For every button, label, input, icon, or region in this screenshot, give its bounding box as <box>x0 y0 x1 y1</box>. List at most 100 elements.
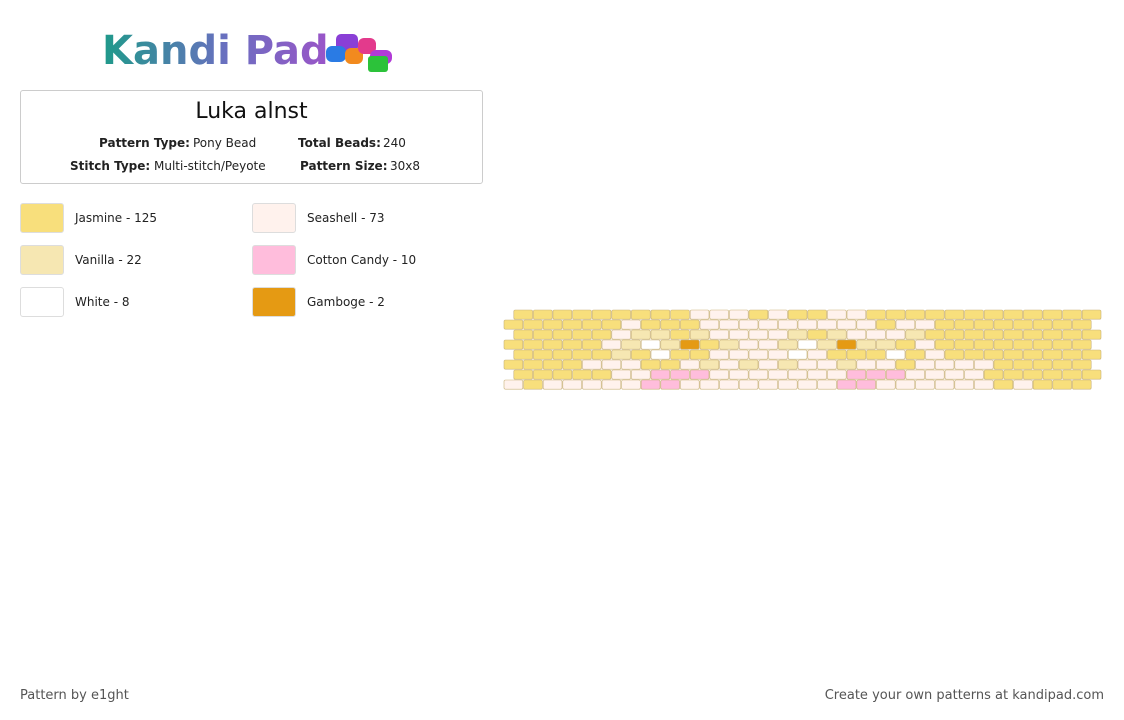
bead <box>552 369 573 380</box>
bead <box>640 379 661 390</box>
bead <box>748 329 769 340</box>
bead <box>964 349 984 360</box>
bead <box>660 319 680 330</box>
bead <box>836 339 857 350</box>
bead <box>523 379 543 390</box>
bead <box>778 319 798 330</box>
bead <box>709 309 729 320</box>
bead <box>1003 369 1023 380</box>
bead <box>934 379 955 390</box>
bead-pattern <box>503 309 1102 390</box>
bead <box>905 329 925 340</box>
bead <box>925 349 945 360</box>
bead <box>876 339 896 350</box>
bead <box>758 319 778 330</box>
bead <box>670 309 690 320</box>
bead <box>680 339 700 350</box>
bead <box>542 379 563 390</box>
bead <box>533 349 553 360</box>
bead <box>1042 369 1063 380</box>
bead <box>601 339 622 350</box>
bead <box>983 329 1004 340</box>
bead <box>885 369 906 380</box>
bead <box>856 359 876 370</box>
pattern-title: Luka alnst <box>195 99 308 124</box>
bead <box>719 359 739 370</box>
bead <box>1003 309 1023 320</box>
bead <box>974 379 994 390</box>
bead <box>533 309 553 320</box>
bead <box>1042 309 1063 320</box>
bead <box>993 319 1014 330</box>
bead <box>866 369 886 380</box>
bead <box>836 319 857 330</box>
bead <box>885 329 906 340</box>
bead <box>503 339 524 350</box>
bead <box>817 319 837 330</box>
swatch <box>20 287 64 317</box>
bead <box>885 309 906 320</box>
bead <box>503 359 524 370</box>
legend-label: Vanilla - 22 <box>75 253 142 267</box>
bead <box>974 359 994 370</box>
bead <box>944 329 965 340</box>
bead <box>778 379 798 390</box>
bead <box>856 379 876 390</box>
bead <box>660 359 680 370</box>
bead <box>1032 339 1053 350</box>
bead <box>621 339 641 350</box>
bead <box>591 329 612 340</box>
bead <box>905 369 925 380</box>
logo: Kandi Pad <box>102 28 392 74</box>
bead <box>631 309 651 320</box>
bead <box>1052 339 1072 350</box>
bead <box>983 349 1004 360</box>
bead <box>885 349 906 360</box>
footer-link[interactable]: Create your own patterns at kandipad.com <box>824 688 1104 703</box>
bead <box>1023 349 1043 360</box>
value: Pony Bead <box>193 136 257 150</box>
bead <box>699 319 720 330</box>
bead <box>709 349 729 360</box>
bead <box>582 359 602 370</box>
bead <box>866 329 886 340</box>
bead <box>748 349 769 360</box>
swatch <box>252 287 296 317</box>
bead <box>895 379 916 390</box>
bead <box>621 379 641 390</box>
bead <box>797 339 818 350</box>
bead <box>601 319 622 330</box>
bead <box>513 309 533 320</box>
bead <box>631 369 651 380</box>
bead <box>670 349 690 360</box>
swatch <box>20 203 64 233</box>
bead <box>954 359 974 370</box>
bead <box>709 369 729 380</box>
bead <box>807 329 827 340</box>
bead <box>542 359 563 370</box>
bead <box>925 369 945 380</box>
bead <box>680 379 700 390</box>
bead <box>1042 329 1063 340</box>
bead <box>1072 379 1092 390</box>
value: Multi-stitch/Peyote <box>154 159 266 173</box>
bead <box>503 379 524 390</box>
bead <box>748 309 769 320</box>
bead <box>1023 329 1043 340</box>
bead <box>719 319 739 330</box>
legend-label: Seashell - 73 <box>307 211 385 225</box>
bead <box>572 329 592 340</box>
bead <box>993 379 1014 390</box>
bead <box>640 319 661 330</box>
bead <box>1081 329 1102 340</box>
bead <box>689 329 710 340</box>
bead <box>778 339 798 350</box>
bead <box>787 309 808 320</box>
bead <box>572 309 592 320</box>
bead <box>836 359 857 370</box>
bead <box>905 309 925 320</box>
bead <box>1052 379 1072 390</box>
bead <box>758 379 778 390</box>
bead <box>1052 359 1072 370</box>
bead <box>562 359 582 370</box>
